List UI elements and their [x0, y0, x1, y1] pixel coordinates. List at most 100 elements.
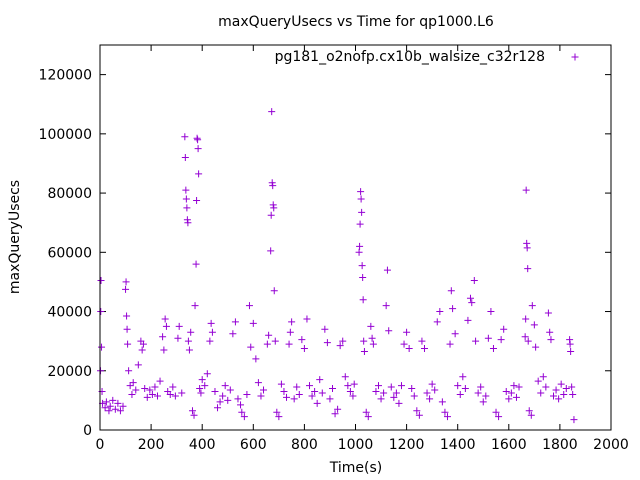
data-point [336, 342, 344, 350]
data-point [283, 393, 291, 401]
data-point [153, 392, 161, 400]
data-point [160, 346, 168, 354]
data-point [270, 204, 278, 212]
data-point [203, 370, 211, 378]
data-point [387, 383, 395, 391]
data-point [216, 398, 224, 406]
data-point [542, 383, 550, 391]
data-point [267, 247, 275, 255]
data-point [159, 333, 167, 341]
data-point [377, 395, 385, 403]
data-point [245, 302, 253, 310]
data-point [505, 395, 513, 403]
data-point [156, 377, 164, 385]
data-point [238, 408, 246, 416]
data-point [194, 136, 202, 144]
data-point [97, 367, 105, 375]
y-tick-label: 40000 [47, 305, 92, 321]
data-point [295, 390, 303, 398]
data-point [269, 201, 277, 209]
data-point [446, 340, 454, 348]
data-point [454, 382, 462, 390]
data-point [162, 322, 170, 330]
data-point [368, 334, 376, 342]
data-point [359, 296, 367, 304]
data-point [263, 340, 271, 348]
data-point [221, 382, 229, 390]
data-point [382, 302, 390, 310]
x-tick-label: 0 [96, 437, 105, 453]
data-point [426, 395, 434, 403]
data-point [293, 383, 301, 391]
data-point [433, 318, 441, 326]
data-point [298, 336, 306, 344]
data-point [428, 380, 436, 388]
data-point [497, 336, 505, 344]
data-point [356, 242, 364, 250]
data-point [532, 343, 540, 351]
data-point [530, 321, 538, 329]
data-point [187, 328, 195, 336]
data-point [125, 367, 133, 375]
data-point [525, 407, 533, 415]
data-point [290, 395, 298, 403]
data-point [114, 399, 122, 407]
data-point [555, 395, 563, 403]
x-tick-label: 2000 [593, 437, 629, 453]
legend-label: pg181_o2nofp.cx10b_walsize_c32r128 [275, 49, 545, 65]
data-point [550, 392, 558, 400]
data-point [397, 382, 405, 390]
data-point [224, 396, 232, 404]
data-point [482, 392, 490, 400]
data-point [441, 408, 449, 416]
data-point [183, 204, 191, 212]
data-point [461, 385, 469, 393]
data-point [191, 302, 199, 310]
data-point [254, 379, 262, 387]
data-point [464, 316, 472, 324]
data-point [273, 408, 281, 416]
data-point [502, 388, 510, 395]
data-point [211, 388, 219, 395]
data-point [285, 340, 293, 348]
x-tick-label: 1600 [491, 437, 527, 453]
data-point [418, 337, 426, 345]
data-point [547, 336, 555, 344]
data-point [229, 330, 237, 338]
data-point [318, 389, 326, 397]
legend: pg181_o2nofp.cx10b_walsize_c32r128 [275, 49, 579, 65]
data-point [557, 380, 565, 388]
data-point [268, 108, 276, 116]
data-point [415, 411, 423, 419]
data-point [270, 287, 278, 295]
data-point [357, 195, 365, 203]
data-point [185, 346, 193, 354]
data-point [385, 327, 393, 335]
y-tick-label: 20000 [47, 364, 92, 380]
data-point [359, 273, 367, 281]
chart-title: maxQueryUsecs vs Time for qp1000.L6 [218, 14, 494, 30]
data-point [468, 299, 476, 307]
data-point [369, 340, 377, 348]
data-point [184, 337, 192, 345]
data-point [98, 343, 106, 351]
data-point [181, 154, 189, 162]
legend-marker-glyph [571, 53, 579, 61]
data-point [408, 385, 416, 393]
data-point [184, 219, 192, 227]
data-point [560, 390, 568, 398]
data-point [306, 382, 314, 390]
data-point [196, 385, 204, 393]
data-point [207, 319, 215, 327]
data-point [374, 382, 382, 390]
data-point [477, 383, 485, 391]
data-point [169, 383, 177, 391]
data-point [277, 380, 285, 388]
data-point [97, 308, 105, 316]
data-point [138, 346, 146, 354]
data-point [364, 413, 372, 421]
data-point [194, 145, 202, 153]
data-point [362, 408, 370, 416]
data-points [97, 108, 578, 424]
data-point [474, 389, 482, 397]
